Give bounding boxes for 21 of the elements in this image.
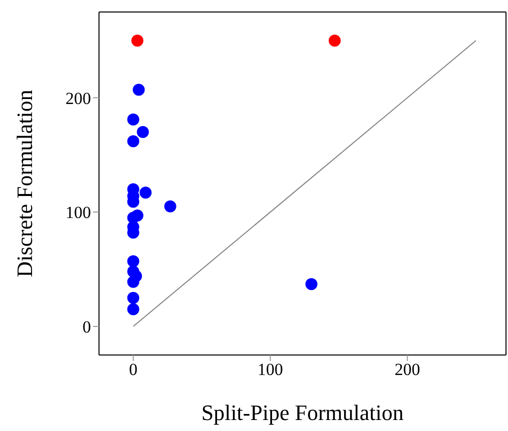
y-tick-label: 100: [66, 203, 91, 222]
point: [127, 135, 140, 148]
point: [127, 113, 140, 126]
point: [140, 186, 152, 199]
x-tick-label: 100: [258, 360, 284, 380]
point: [305, 278, 318, 290]
point: [132, 84, 145, 96]
point: [164, 200, 176, 212]
point: [127, 276, 140, 288]
point: [136, 126, 149, 138]
y-tick-label: 200: [66, 88, 91, 108]
point: [127, 292, 140, 304]
point: [127, 303, 140, 316]
y-axis-title: Discrete Formulation: [12, 90, 37, 278]
point: [127, 255, 140, 268]
y-tick-label: 0: [82, 317, 91, 336]
x-tick-label: 0: [129, 360, 138, 380]
point: [328, 34, 341, 47]
point: [131, 34, 144, 47]
x-tick-label: 200: [394, 360, 420, 380]
x-axis-title: Split-Pipe Formulation: [201, 400, 404, 425]
